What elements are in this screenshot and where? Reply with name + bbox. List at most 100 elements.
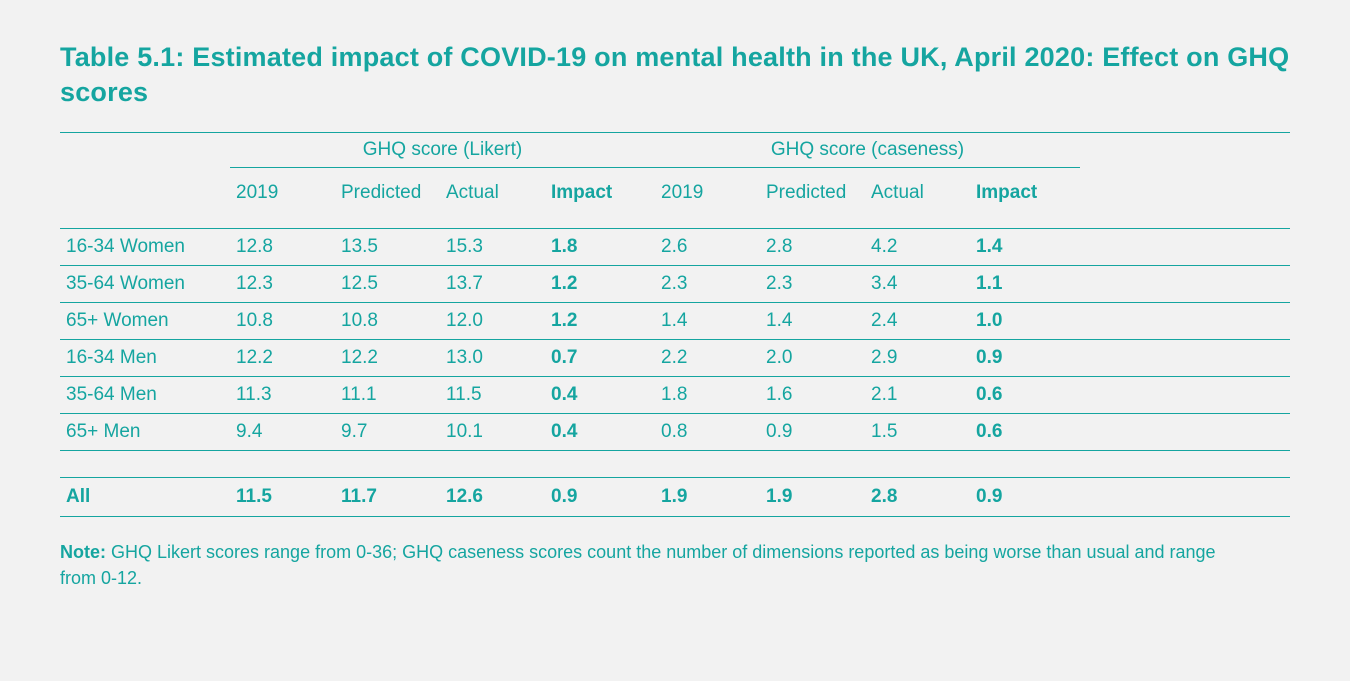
gap-row <box>60 451 1290 478</box>
col-header: 2019 <box>230 174 335 229</box>
pad-cell <box>1080 377 1290 414</box>
cell-impact: 0.4 <box>545 377 655 414</box>
cell-impact: 0.7 <box>545 340 655 377</box>
col-header: 2019 <box>655 174 760 229</box>
row-label: 35-64 Men <box>60 377 230 414</box>
cell: 12.2 <box>335 340 440 377</box>
col-header-impact: Impact <box>545 174 655 229</box>
cell-impact: 0.6 <box>970 414 1080 451</box>
col-header: Predicted <box>335 174 440 229</box>
cell: 9.7 <box>335 414 440 451</box>
ghq-table: GHQ score (Likert) GHQ score (caseness) … <box>60 132 1290 517</box>
table-note: Note: GHQ Likert scores range from 0-36;… <box>60 539 1240 591</box>
cell: 9.4 <box>230 414 335 451</box>
cell: 11.3 <box>230 377 335 414</box>
col-header-impact: Impact <box>970 174 1080 229</box>
page: Table 5.1: Estimated impact of COVID-19 … <box>0 0 1350 681</box>
cell: 15.3 <box>440 229 545 266</box>
stub-blank <box>60 174 230 229</box>
cell: 13.5 <box>335 229 440 266</box>
table-row: 35-64 Men11.311.111.50.41.81.62.10.6 <box>60 377 1290 414</box>
note-text: GHQ Likert scores range from 0-36; GHQ c… <box>60 542 1216 588</box>
cell: 0.9 <box>760 414 865 451</box>
cell-impact: 1.2 <box>545 266 655 303</box>
cell-impact: 0.6 <box>970 377 1080 414</box>
cell: 11.5 <box>440 377 545 414</box>
cell-impact: 0.9 <box>970 340 1080 377</box>
cell: 2.6 <box>655 229 760 266</box>
cell-impact: 1.0 <box>970 303 1080 340</box>
summary-cell: 0.9 <box>970 478 1080 517</box>
note-prefix: Note: <box>60 542 106 562</box>
summary-cell: 11.7 <box>335 478 440 517</box>
cell: 2.3 <box>760 266 865 303</box>
row-label: 16-34 Men <box>60 340 230 377</box>
cell: 1.4 <box>760 303 865 340</box>
cell: 2.9 <box>865 340 970 377</box>
cell: 4.2 <box>865 229 970 266</box>
cell: 1.5 <box>865 414 970 451</box>
col-header: Actual <box>440 174 545 229</box>
summary-cell: 12.6 <box>440 478 545 517</box>
group-label: GHQ score (caseness) <box>655 139 1080 168</box>
table-title: Table 5.1: Estimated impact of COVID-19 … <box>60 40 1290 110</box>
pad-cell <box>1080 266 1290 303</box>
table-row: 65+ Men9.49.710.10.40.80.91.50.6 <box>60 414 1290 451</box>
cell: 12.5 <box>335 266 440 303</box>
cell: 12.2 <box>230 340 335 377</box>
table-row: 16-34 Women12.813.515.31.82.62.84.21.4 <box>60 229 1290 266</box>
summary-cell: 1.9 <box>760 478 865 517</box>
pad-cell <box>1080 303 1290 340</box>
cell: 3.4 <box>865 266 970 303</box>
table-row: 35-64 Women12.312.513.71.22.32.33.41.1 <box>60 266 1290 303</box>
summary-cell: 1.9 <box>655 478 760 517</box>
cell: 12.3 <box>230 266 335 303</box>
row-label: 65+ Men <box>60 414 230 451</box>
cell: 2.4 <box>865 303 970 340</box>
summary-row: All 11.5 11.7 12.6 0.9 1.9 1.9 2.8 0.9 <box>60 478 1290 517</box>
cell: 10.8 <box>335 303 440 340</box>
summary-label: All <box>60 478 230 517</box>
group-header-caseness: GHQ score (caseness) <box>655 133 1080 174</box>
cell: 1.8 <box>655 377 760 414</box>
table-row: 65+ Women10.810.812.01.21.41.42.41.0 <box>60 303 1290 340</box>
subheader-row: 2019 Predicted Actual Impact 2019 Predic… <box>60 174 1290 229</box>
cell: 10.8 <box>230 303 335 340</box>
group-label: GHQ score (Likert) <box>230 139 655 168</box>
cell: 0.8 <box>655 414 760 451</box>
cell: 13.7 <box>440 266 545 303</box>
cell: 2.2 <box>655 340 760 377</box>
cell: 2.3 <box>655 266 760 303</box>
cell: 2.0 <box>760 340 865 377</box>
col-header: Predicted <box>760 174 865 229</box>
group-header-likert: GHQ score (Likert) <box>230 133 655 174</box>
cell-impact: 0.4 <box>545 414 655 451</box>
group-header-row: GHQ score (Likert) GHQ score (caseness) <box>60 133 1290 174</box>
pad-cell <box>1080 174 1290 229</box>
summary-cell: 11.5 <box>230 478 335 517</box>
col-header: Actual <box>865 174 970 229</box>
cell: 11.1 <box>335 377 440 414</box>
pad-cell <box>1080 414 1290 451</box>
table-body: 16-34 Women12.813.515.31.82.62.84.21.435… <box>60 229 1290 451</box>
cell: 2.1 <box>865 377 970 414</box>
cell: 1.4 <box>655 303 760 340</box>
cell: 12.8 <box>230 229 335 266</box>
cell-impact: 1.4 <box>970 229 1080 266</box>
cell-impact: 1.1 <box>970 266 1080 303</box>
row-label: 16-34 Women <box>60 229 230 266</box>
table-row: 16-34 Men12.212.213.00.72.22.02.90.9 <box>60 340 1290 377</box>
pad-cell <box>1080 478 1290 517</box>
stub-blank <box>60 133 230 174</box>
cell-impact: 1.8 <box>545 229 655 266</box>
pad-cell <box>1080 229 1290 266</box>
summary-cell: 0.9 <box>545 478 655 517</box>
row-label: 35-64 Women <box>60 266 230 303</box>
row-label: 65+ Women <box>60 303 230 340</box>
summary-cell: 2.8 <box>865 478 970 517</box>
pad-cell <box>1080 133 1290 174</box>
cell-impact: 1.2 <box>545 303 655 340</box>
cell: 10.1 <box>440 414 545 451</box>
cell: 12.0 <box>440 303 545 340</box>
pad-cell <box>1080 340 1290 377</box>
